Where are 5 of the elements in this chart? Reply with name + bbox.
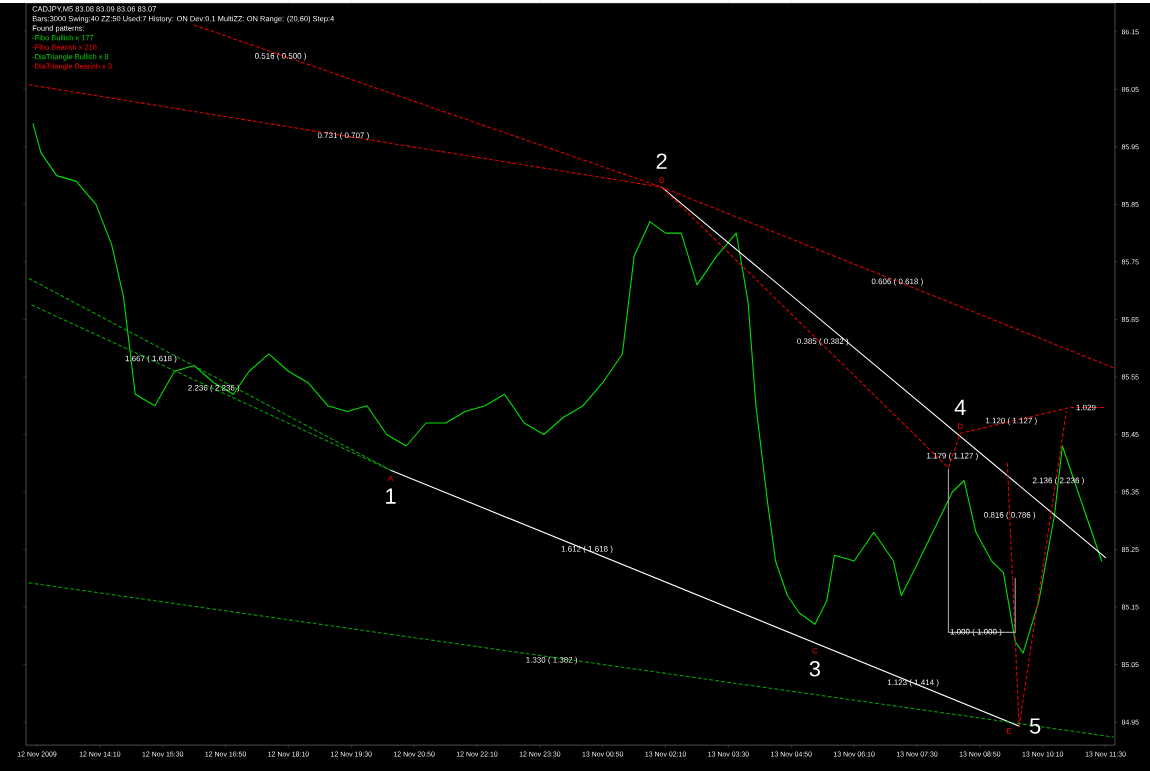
annotation: 3 [809,660,820,677]
annotation: 1 [386,488,396,504]
annotation: 5 [1029,718,1041,734]
annotation: 4 [954,399,966,415]
annotation: 2 [656,153,667,169]
